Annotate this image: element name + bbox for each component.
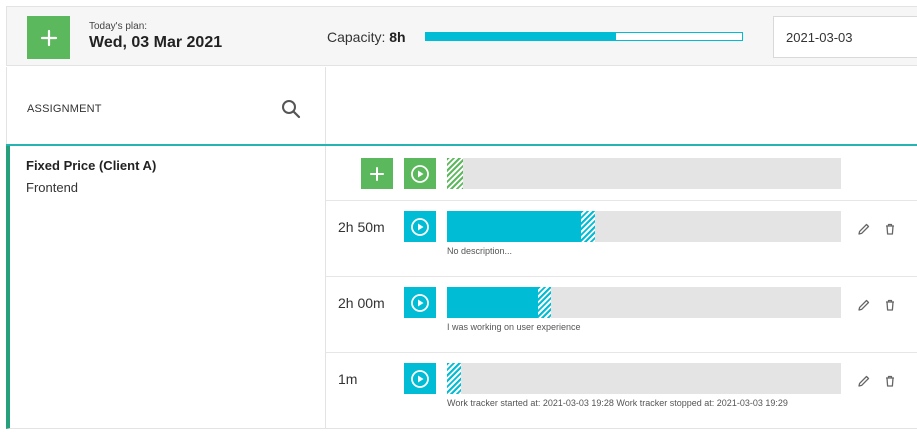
entry-description: Work tracker started at: 2021-03-03 19:2…	[447, 398, 788, 408]
time-entry-row: 2h 00m I was working on user experience	[326, 277, 917, 353]
capacity-bar-fill	[426, 33, 616, 40]
trash-icon	[886, 299, 894, 311]
project-name: Fixed Price (Client A)	[26, 158, 157, 173]
plan-label: Today's plan:	[89, 21, 148, 32]
entry-description: No description...	[447, 246, 513, 256]
time-entry-row: 1m Work tracker started at: 2021-03-03 1…	[326, 353, 917, 429]
capacity-bar	[425, 32, 743, 41]
assignment-column-title: ASSIGNMENT	[27, 103, 102, 115]
timeline-hatch-segment	[537, 287, 552, 318]
add-entry-button[interactable]	[361, 158, 393, 189]
pencil-icon	[858, 375, 870, 387]
new-entry-row	[326, 146, 917, 201]
entries-panel: 2h 50m No description... 2h 00m	[326, 146, 917, 429]
date-input[interactable]	[773, 16, 917, 58]
project-cell: Fixed Price (Client A) Frontend	[6, 146, 326, 429]
time-entry-row: 2h 50m No description...	[326, 201, 917, 277]
trash-icon	[886, 223, 894, 235]
pencil-icon	[858, 299, 870, 311]
resume-tracker-button[interactable]	[404, 211, 436, 242]
entry-description: I was working on user experience	[447, 322, 581, 332]
search-button[interactable]	[280, 98, 302, 120]
play-circle-icon	[411, 217, 429, 236]
play-circle-icon	[411, 164, 429, 183]
edit-entry-button[interactable]	[856, 221, 872, 237]
plan-header: Today's plan: Wed, 03 Mar 2021 Capacity:…	[6, 6, 917, 66]
resume-tracker-button[interactable]	[404, 363, 436, 394]
resume-tracker-button[interactable]	[404, 287, 436, 318]
add-plan-button[interactable]	[27, 16, 70, 59]
plan-date: Wed, 03 Mar 2021	[89, 34, 223, 51]
entry-timeline	[447, 363, 841, 394]
delete-entry-button[interactable]	[882, 373, 898, 389]
delete-entry-button[interactable]	[882, 297, 898, 313]
play-circle-icon	[411, 369, 429, 388]
capacity-label: Capacity:	[327, 29, 386, 45]
delete-entry-button[interactable]	[882, 221, 898, 237]
timeline-hatch-segment	[447, 363, 461, 394]
start-tracker-button[interactable]	[404, 158, 436, 189]
entry-duration: 2h 00m	[338, 295, 385, 311]
entry-duration: 1m	[338, 371, 358, 387]
edit-entry-button[interactable]	[856, 297, 872, 313]
play-circle-icon	[411, 293, 429, 312]
timeline-solid-segment	[447, 287, 538, 318]
entry-timeline	[447, 287, 841, 318]
capacity-value: 8h	[389, 29, 406, 45]
new-entry-timeline	[447, 158, 841, 189]
entry-timeline	[447, 211, 841, 242]
timeline-solid-segment	[447, 211, 581, 242]
plus-icon	[370, 166, 384, 181]
project-subtitle: Frontend	[26, 180, 79, 195]
capacity-text: Capacity: 8h	[327, 29, 406, 45]
timeline-hatch-segment	[447, 158, 463, 189]
edit-entry-button[interactable]	[856, 373, 872, 389]
timeline-hatch-segment	[580, 211, 595, 242]
pencil-icon	[858, 223, 870, 235]
plus-icon	[40, 29, 57, 46]
entry-duration: 2h 50m	[338, 219, 385, 235]
assignment-header-row: ASSIGNMENT	[6, 67, 917, 146]
search-icon	[282, 100, 301, 119]
trash-icon	[886, 375, 894, 387]
assignment-header-cell: ASSIGNMENT	[6, 67, 326, 144]
